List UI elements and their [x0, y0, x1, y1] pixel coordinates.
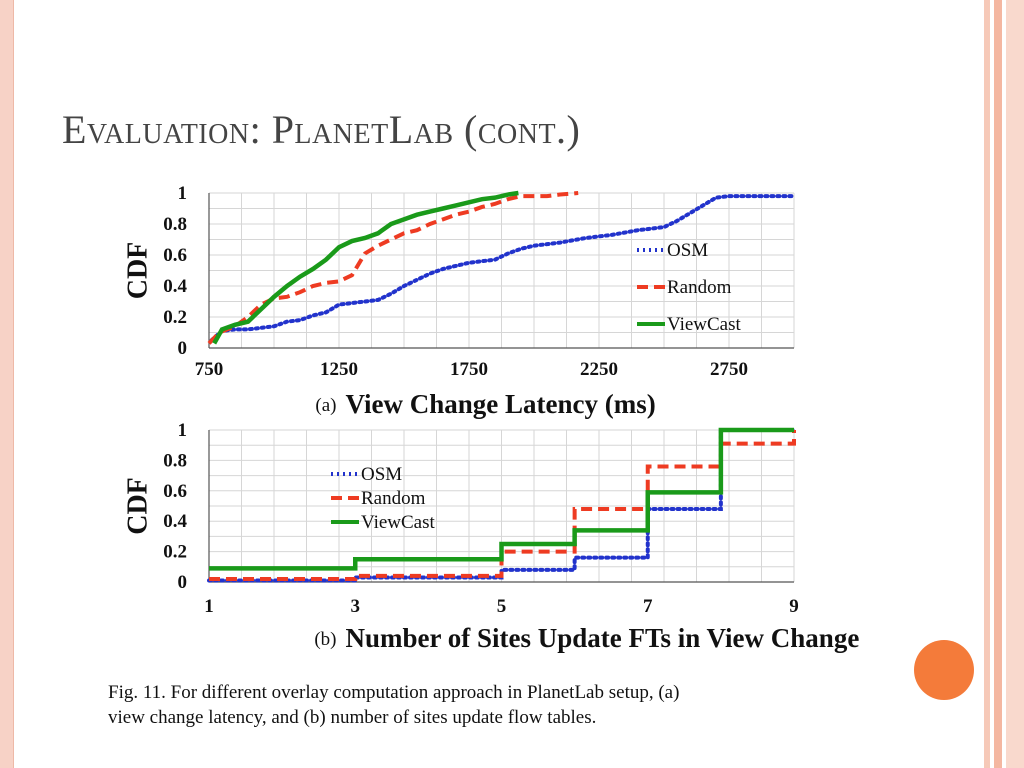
y-tick-label: 1: [178, 420, 188, 441]
y-tick-label: 0.2: [163, 307, 187, 328]
legend-label: ViewCast: [361, 512, 436, 533]
x-tick-label: 1: [204, 596, 214, 617]
x-tick-label: 3: [351, 596, 361, 617]
caption-line-1: Fig. 11. For different overlay computati…: [108, 682, 680, 703]
x-axis-label: View Change Latency (ms): [346, 389, 656, 419]
figure-caption: Fig. 11. For different overlay computati…: [108, 680, 868, 730]
decorative-orange-circle: [914, 640, 974, 700]
legend-label: OSM: [361, 464, 402, 485]
x-tick-label: 1250: [320, 359, 358, 380]
series-line-random: [207, 191, 579, 345]
y-tick-label: 0.2: [163, 542, 187, 563]
right-frame-stripes: [984, 0, 1024, 768]
y-tick-label: 0: [178, 572, 188, 593]
legend-label: Random: [667, 277, 732, 298]
left-frame-border: [0, 0, 14, 768]
y-tick-label: 0: [178, 338, 188, 359]
legend-label: OSM: [667, 240, 708, 261]
x-tick-label: 2250: [580, 359, 618, 380]
panel-label: (b): [314, 629, 336, 650]
x-tick-label: 5: [497, 596, 507, 617]
y-axis-label: CDF: [122, 477, 153, 535]
y-axis-label: CDF: [122, 242, 153, 300]
x-tick-label: 2750: [710, 359, 748, 380]
y-tick-label: 0.6: [163, 481, 187, 502]
y-tick-label: 0.8: [163, 214, 187, 235]
y-tick-label: 0.8: [163, 450, 187, 471]
caption-line-2: view change latency, and (b) number of s…: [108, 707, 597, 728]
series-line-osm: [209, 194, 796, 343]
chart-panel-2: 0 0.2 0.4 0.6 0.8 1 1 3 5 7 9 CDF (b) Number of Sites…: [122, 420, 859, 653]
y-tick-label: 0.6: [163, 245, 187, 266]
x-tick-label: 9: [789, 596, 799, 617]
x-tick-label: 7: [643, 596, 653, 617]
y-tick-label: 0.4: [163, 511, 187, 532]
x-axis-label: Number of Sites Update FTs in View Chang…: [346, 623, 860, 653]
x-tick-label: 1750: [450, 359, 488, 380]
series-line-viewcast: [209, 427, 794, 571]
legend-label: ViewCast: [667, 314, 742, 335]
series-line-viewcast: [212, 190, 519, 345]
y-tick-label: 1: [178, 183, 188, 204]
x-tick-label: 750: [195, 359, 224, 380]
legend-label: Random: [361, 488, 426, 509]
slide-title: Evaluation: PlanetLab (cont.): [62, 107, 581, 152]
y-tick-label: 0.4: [163, 276, 187, 297]
panel-label: (a): [315, 395, 336, 416]
